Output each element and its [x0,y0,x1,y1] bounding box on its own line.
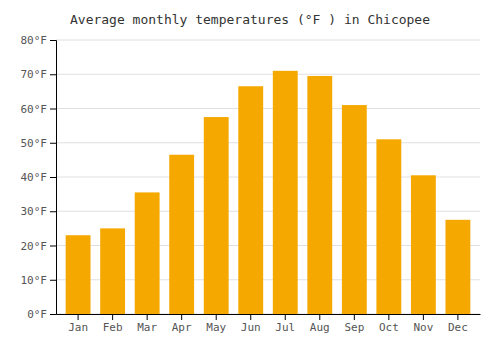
bar [376,139,401,314]
tick-label: 0°F [27,308,47,321]
grid-line [56,74,480,75]
bar [445,220,470,314]
bar [100,228,125,314]
x-tick: Sep [344,314,364,334]
x-tick: Oct [379,314,399,334]
x-tick: Aug [310,314,330,334]
tick-mark [216,314,217,320]
grid-line [56,40,480,41]
bar [342,105,367,314]
bar [169,155,194,314]
tick-label: Mar [137,321,157,334]
axis-line [57,314,481,315]
tick-mark [78,314,79,320]
tick-mark [112,314,113,320]
grid-line [56,142,480,143]
bar [66,235,91,314]
grid-line [56,108,480,109]
tick-label: 80°F [21,34,48,47]
x-tick: Jan [68,314,88,334]
tick-label: Jan [68,321,88,334]
y-axis: 0°F 10°F 20°F 30°F 40°F 50°F 60°F 70°F 80°F [21,34,57,321]
tick-label: Feb [103,321,123,334]
tick-mark [319,314,320,320]
tick-mark [181,314,182,320]
tick-label: 10°F [21,274,48,287]
y-tick: 0°F [27,308,56,321]
tick-mark [50,74,56,75]
plot: 0°F 10°F 20°F 30°F 40°F 50°F 60°F 70°F 80°F Jan Fe… [21,34,481,334]
tick-label: Sep [344,321,364,334]
tick-mark [50,314,56,315]
tick-label: 20°F [21,240,48,253]
tick-mark [50,246,56,247]
tick-mark [354,314,355,320]
tick-mark [147,314,148,320]
x-tick: Jun [241,314,261,334]
axis-line [50,41,57,315]
tick-label: Jun [241,321,261,334]
grid [56,40,480,314]
tick-mark [423,314,424,320]
bar [204,117,229,314]
x-tick: May [206,314,226,334]
x-tick: Mar [137,314,157,334]
tick-label: Aug [310,321,330,334]
bar [273,71,298,314]
tick-mark [50,211,56,212]
bar [411,175,436,314]
tick-label: Apr [172,321,192,334]
tick-label: 60°F [21,103,48,116]
x-axis: Jan Feb Mar Apr May Jun Jul Aug Sep Oct Nov Dec [57,314,481,334]
tick-label: Nov [413,321,433,334]
tick-mark [50,109,56,110]
y-tick: 30°F [21,205,57,218]
y-tick: 20°F [21,240,57,253]
tick-label: 40°F [21,171,48,184]
bar [307,76,332,314]
tick-label: 30°F [21,205,48,218]
tick-label: 70°F [21,68,48,81]
tick-mark [50,177,56,178]
bars [66,71,471,314]
y-tick: 10°F [21,274,57,287]
y-tick: 80°F [21,34,57,47]
tick-mark [50,40,56,41]
x-tick: Nov [413,314,433,334]
y-tick: 70°F [21,68,57,81]
tick-label: Dec [448,321,468,334]
tick-mark [250,314,251,320]
y-tick: 40°F [21,171,57,184]
x-tick: Apr [172,314,192,334]
bar [238,86,263,314]
tick-label: Jul [275,321,295,334]
tick-mark [50,143,56,144]
y-tick: 50°F [21,137,57,150]
tick-label: Oct [379,321,399,334]
x-tick: Dec [448,314,468,334]
tick-mark [388,314,389,320]
x-tick: Jul [275,314,295,334]
title: Average monthly temperatures (°F ) in Ch… [70,12,430,27]
tick-label: 50°F [21,137,48,150]
y-tick: 60°F [21,103,57,116]
chart: 0°F 10°F 20°F 30°F 40°F 50°F 60°F 70°F 80°F Jan Fe… [0,0,500,350]
bar [135,192,160,314]
tick-mark [285,314,286,320]
x-tick: Feb [103,314,123,334]
tick-label: May [206,321,226,334]
tick-mark [50,280,56,281]
tick-mark [457,314,458,320]
